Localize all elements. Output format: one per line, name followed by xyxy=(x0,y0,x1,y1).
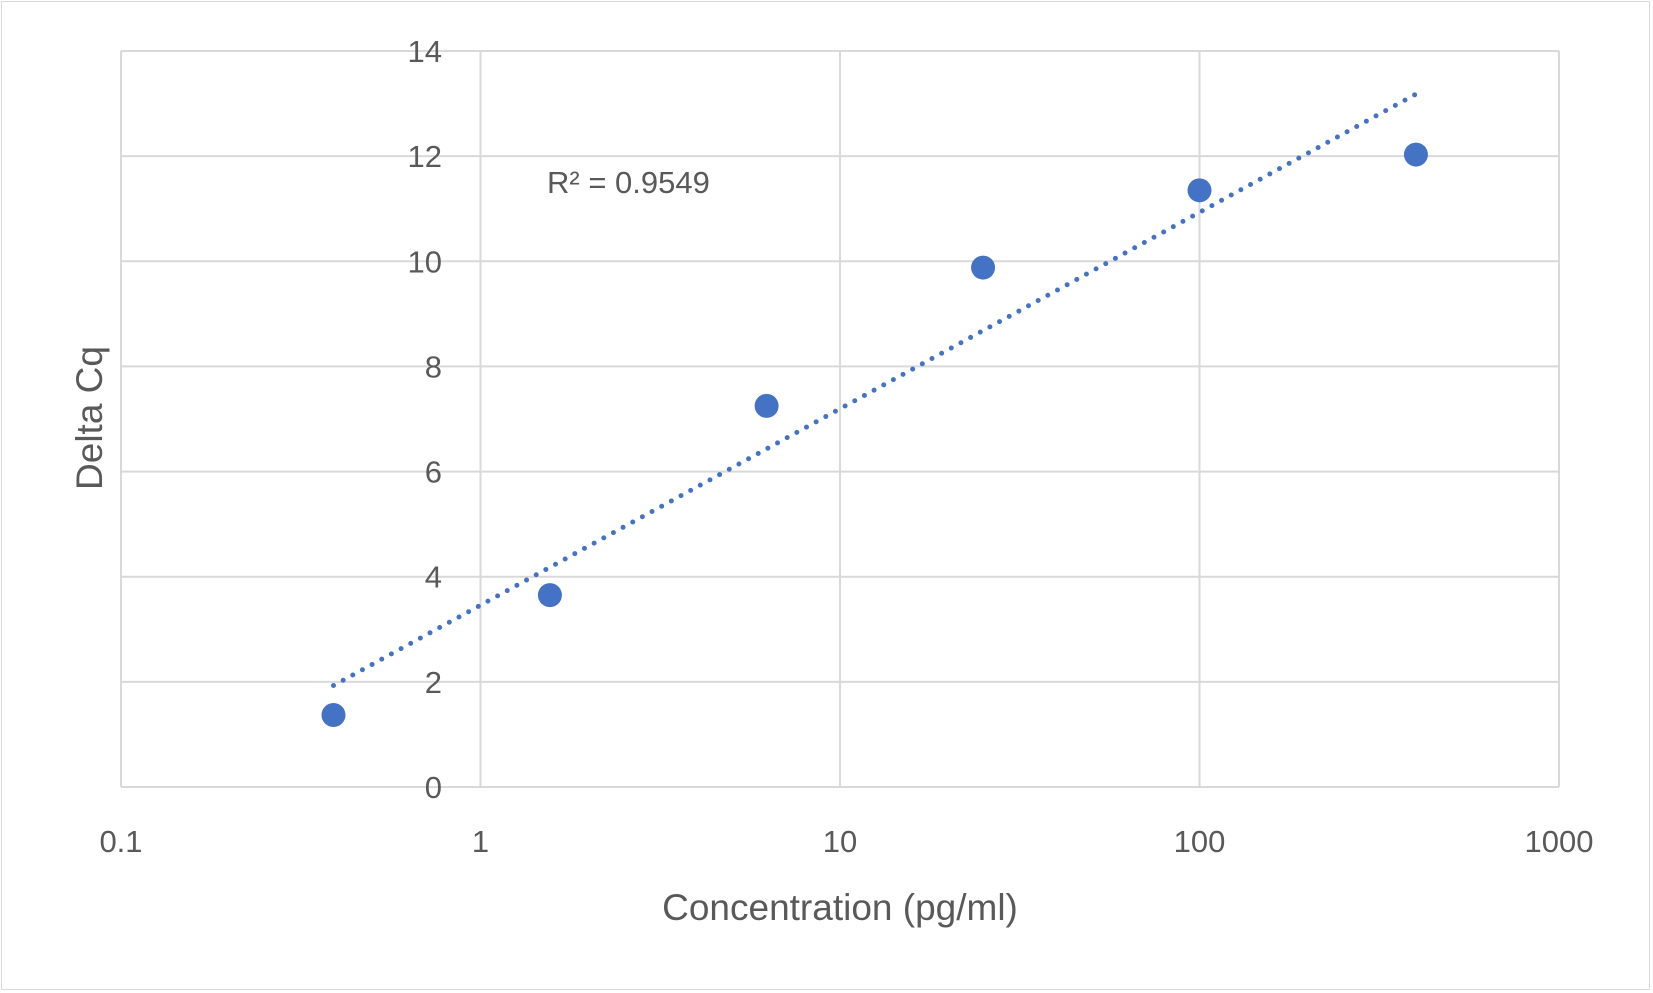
r-squared-annotation: R² = 0.9549 xyxy=(547,165,710,200)
y-axis-title: Delta Cq xyxy=(69,346,110,490)
x-tick-label: 1000 xyxy=(1525,824,1594,859)
data-point xyxy=(321,702,346,727)
data-point xyxy=(1187,178,1212,203)
y-tick-label: 14 xyxy=(408,34,442,69)
x-tick-label: 100 xyxy=(1174,824,1226,859)
y-tick-label: 0 xyxy=(425,770,442,805)
grid-layer xyxy=(120,50,1560,788)
trendline-layer xyxy=(330,91,1419,689)
y-tick-label: 6 xyxy=(425,455,442,490)
y-tick-label: 2 xyxy=(425,665,442,700)
data-point xyxy=(754,393,779,418)
y-tick-label: 8 xyxy=(425,349,442,384)
data-point xyxy=(971,255,996,280)
x-tick-label: 10 xyxy=(823,824,857,859)
y-tick-label: 12 xyxy=(408,139,442,174)
y-tick-label: 4 xyxy=(425,560,442,595)
trendline xyxy=(330,91,1419,689)
x-tick-label: 1 xyxy=(472,824,489,859)
y-tick-label: 10 xyxy=(408,244,442,279)
tick-labels: 0 2 4 6 8 10 12 14 0.1 1 10 100 1000 xyxy=(99,34,1593,859)
data-point xyxy=(537,583,562,608)
data-points xyxy=(321,142,1428,727)
x-tick-label: 0.1 xyxy=(99,824,142,859)
data-point xyxy=(1403,142,1428,167)
x-axis-title: Concentration (pg/ml) xyxy=(662,887,1018,928)
